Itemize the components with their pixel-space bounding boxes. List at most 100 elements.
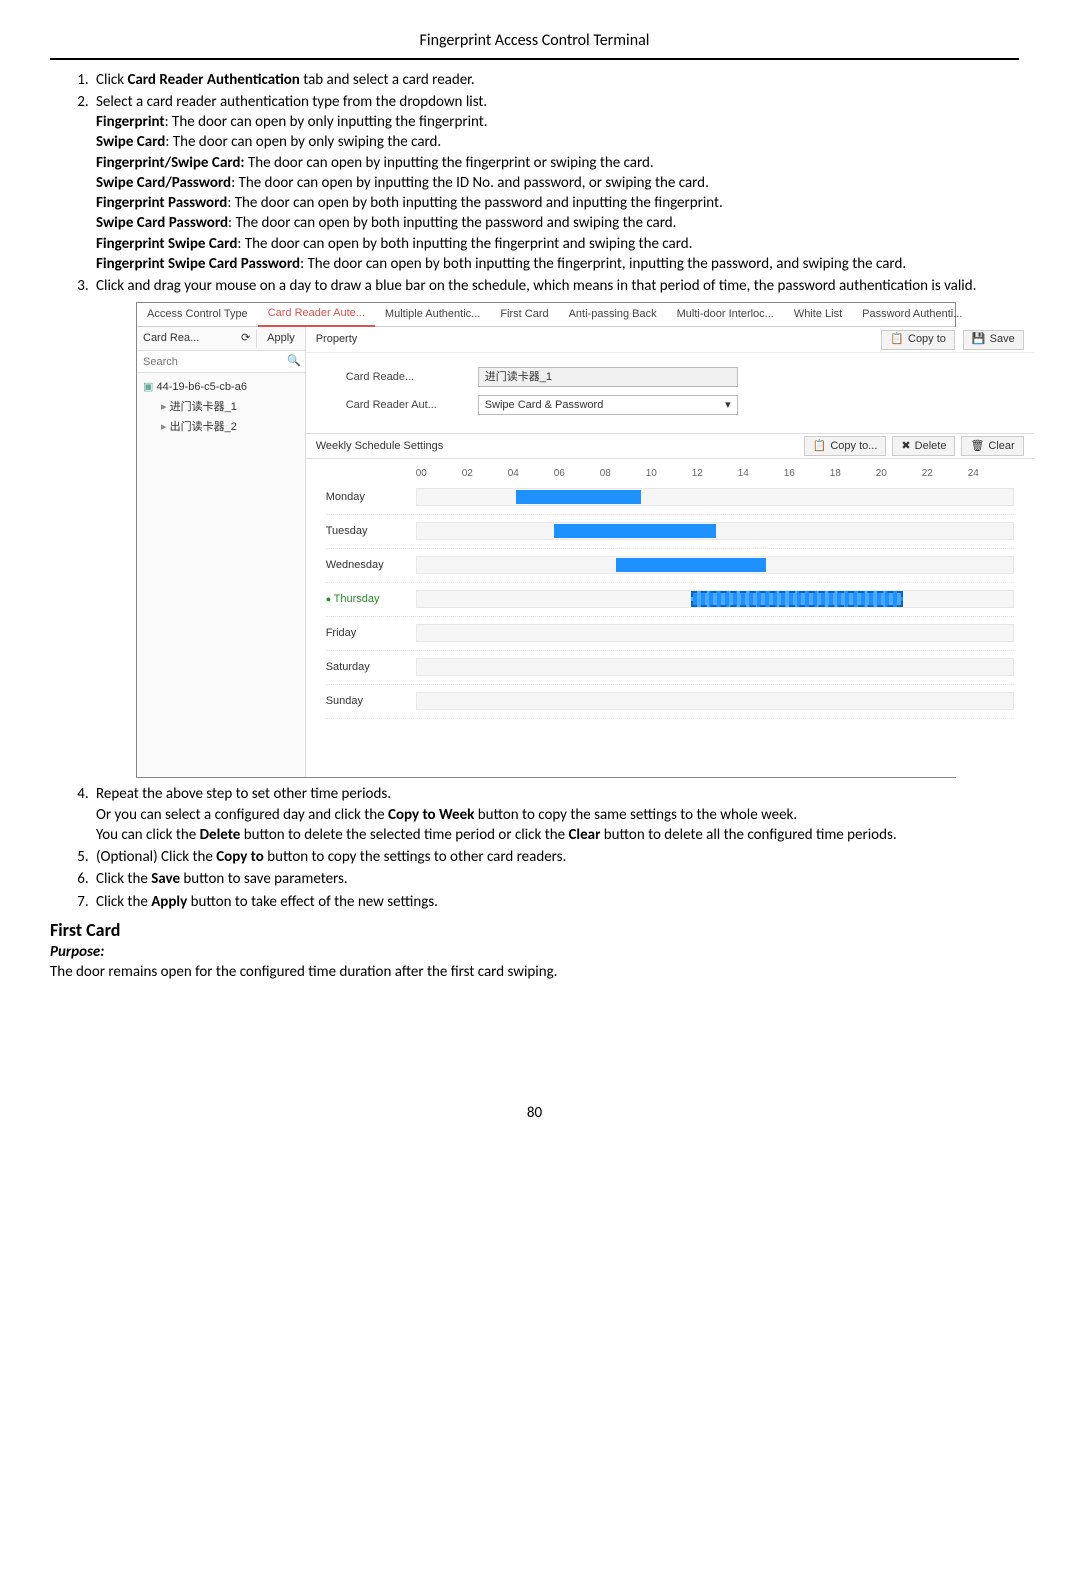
day-row: Thursday	[326, 583, 1014, 617]
hour-label: 00	[416, 467, 462, 481]
step-7: Click the Apply button to take effect of…	[92, 892, 1019, 912]
card-reader-auth-label: Card Reader Aut...	[346, 398, 466, 413]
day-row: Monday	[326, 481, 1014, 515]
schedule-bar[interactable]	[516, 490, 641, 504]
tab-1[interactable]: Card Reader Aute...	[258, 302, 375, 327]
tab-3[interactable]: First Card	[490, 303, 558, 326]
day-name: Monday	[326, 490, 416, 505]
auth-type-line: Swipe Card Password: The door can open b…	[96, 213, 1019, 233]
hour-label: 22	[922, 467, 968, 481]
hour-label: 16	[784, 467, 830, 481]
hour-label: 02	[462, 467, 508, 481]
hours-header: 00020406081012141618202224	[416, 467, 1014, 481]
step-4: Repeat the above step to set other time …	[92, 784, 1019, 845]
hour-label: 12	[692, 467, 738, 481]
day-track[interactable]	[416, 658, 1014, 676]
card-reader-name-label: Card Reade...	[346, 370, 466, 385]
card-reader-auth-select[interactable]: Swipe Card & Password▾	[478, 395, 738, 415]
schedule-clear-button[interactable]: 🗑Clear	[961, 436, 1023, 456]
schedule-grid: 00020406081012141618202224 Monday Tuesday…	[306, 459, 1034, 727]
step-5: (Optional) Click the Copy to button to c…	[92, 847, 1019, 867]
day-name: Wednesday	[326, 558, 416, 573]
auth-type-line: Fingerprint: The door can open by only i…	[96, 112, 1019, 132]
card-reader-label: Card Rea...	[137, 331, 235, 346]
day-row: Sunday	[326, 685, 1014, 719]
hour-label: 14	[738, 467, 784, 481]
right-panel: Property 📋Copy to 💾Save Card Reade... 进门…	[306, 327, 1034, 777]
schedule-copy-to-button[interactable]: 📋Copy to...	[804, 436, 887, 456]
search-icon[interactable]: 🔍	[287, 354, 301, 369]
instruction-list: Click Card Reader Authentication tab and…	[50, 70, 1019, 912]
tab-0[interactable]: Access Control Type	[137, 303, 258, 326]
auth-type-line: Fingerprint Swipe Card Password: The doo…	[96, 254, 1019, 274]
tree-root[interactable]: 44-19-b6-c5-cb-a6	[143, 377, 299, 397]
tree-child[interactable]: 出门读卡器_2	[161, 417, 299, 437]
day-name: Thursday	[326, 592, 416, 607]
copy-icon: 📋	[813, 439, 827, 454]
schedule-delete-button[interactable]: ✖Delete	[892, 436, 955, 456]
delete-icon: ✖	[901, 439, 910, 454]
hour-label: 04	[508, 467, 554, 481]
auth-type-line: Swipe Card: The door can open by only sw…	[96, 132, 1019, 152]
schedule-bar[interactable]	[554, 524, 716, 538]
auth-type-line: Fingerprint/Swipe Card: The door can ope…	[96, 153, 1019, 173]
device-tree: 44-19-b6-c5-cb-a6 进门读卡器_1出门读卡器_2	[137, 373, 305, 441]
day-track[interactable]	[416, 624, 1014, 642]
step-3: Click and drag your mouse on a day to dr…	[92, 276, 1019, 778]
schedule-bar[interactable]	[691, 591, 903, 607]
purpose-text: The door remains open for the configured…	[50, 962, 1019, 982]
copy-icon: 📋	[890, 332, 904, 347]
apply-button[interactable]: Apply	[256, 329, 305, 348]
first-card-heading: First Card	[50, 918, 1019, 942]
tabs-bar: Access Control TypeCard Reader Aute...Mu…	[137, 303, 955, 327]
screenshot-ui: Access Control TypeCard Reader Aute...Mu…	[136, 302, 956, 778]
hour-label: 24	[968, 467, 1014, 481]
refresh-icon[interactable]: ⟳	[235, 331, 256, 346]
hour-label: 08	[600, 467, 646, 481]
day-name: Friday	[326, 626, 416, 641]
purpose-label: Purpose:	[50, 942, 1019, 962]
day-row: Wednesday	[326, 549, 1014, 583]
step-1: Click Card Reader Authentication tab and…	[92, 70, 1019, 90]
schedule-title: Weekly Schedule Settings	[316, 439, 798, 454]
page-header: Fingerprint Access Control Terminal	[50, 30, 1019, 60]
save-button[interactable]: 💾Save	[963, 330, 1024, 350]
tab-7[interactable]: Password Authenti...	[852, 303, 972, 326]
day-row: Friday	[326, 617, 1014, 651]
day-name: Sunday	[326, 694, 416, 709]
property-title: Property	[316, 332, 874, 347]
tree-child[interactable]: 进门读卡器_1	[161, 397, 299, 417]
hour-label: 18	[830, 467, 876, 481]
day-row: Saturday	[326, 651, 1014, 685]
hour-label: 20	[876, 467, 922, 481]
hour-label: 10	[646, 467, 692, 481]
copy-to-button[interactable]: 📋Copy to	[881, 330, 955, 350]
auth-type-line: Fingerprint Swipe Card: The door can ope…	[96, 234, 1019, 254]
auth-type-line: Swipe Card/Password: The door can open b…	[96, 173, 1019, 193]
save-icon: 💾	[972, 332, 986, 347]
left-panel: Card Rea... ⟳ Apply 🔍 44-19-b6-c5-cb-a6 …	[137, 327, 306, 777]
tab-2[interactable]: Multiple Authentic...	[375, 303, 490, 326]
page-number: 80	[50, 1103, 1019, 1123]
tab-6[interactable]: White List	[784, 303, 852, 326]
step-6: Click the Save button to save parameters…	[92, 869, 1019, 889]
chevron-down-icon: ▾	[725, 398, 731, 413]
clear-icon: 🗑	[970, 439, 984, 454]
day-name: Saturday	[326, 660, 416, 675]
step-2: Select a card reader authentication type…	[92, 92, 1019, 274]
day-track[interactable]	[416, 488, 1014, 506]
search-box: 🔍	[137, 351, 305, 373]
search-input[interactable]	[141, 354, 287, 370]
schedule-bar[interactable]	[616, 558, 766, 572]
day-track[interactable]	[416, 692, 1014, 710]
card-reader-name-field: 进门读卡器_1	[478, 367, 738, 387]
tab-4[interactable]: Anti-passing Back	[559, 303, 667, 326]
day-track[interactable]	[416, 556, 1014, 574]
hour-label: 06	[554, 467, 600, 481]
day-track[interactable]	[416, 522, 1014, 540]
auth-type-line: Fingerprint Password: The door can open …	[96, 193, 1019, 213]
day-row: Tuesday	[326, 515, 1014, 549]
tab-5[interactable]: Multi-door Interloc...	[667, 303, 784, 326]
day-track[interactable]	[416, 590, 1014, 608]
day-name: Tuesday	[326, 524, 416, 539]
